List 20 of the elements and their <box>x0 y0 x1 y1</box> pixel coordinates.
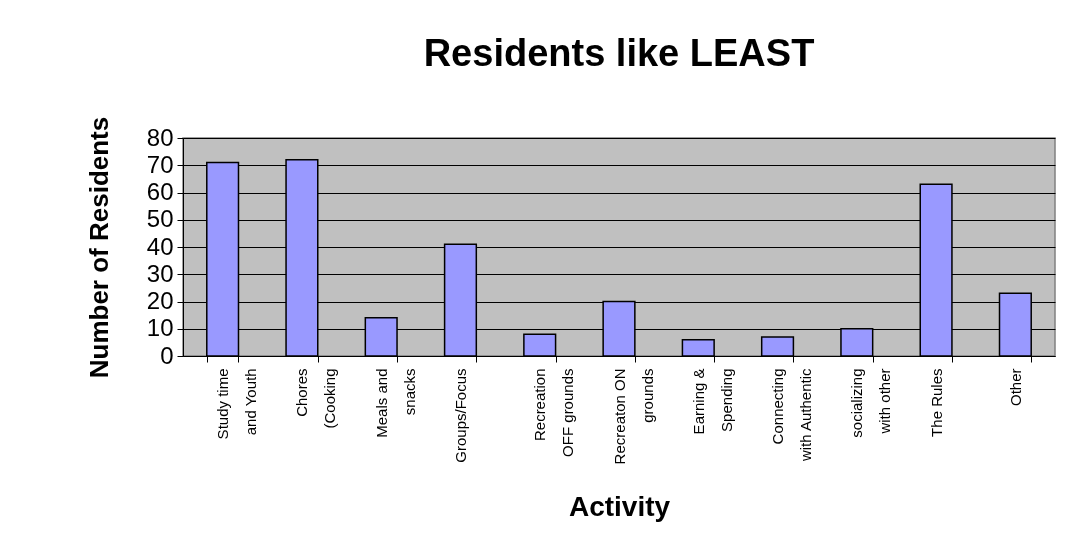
x-tick-label: Meals and snacks <box>372 368 418 438</box>
y-tick-label: 0 <box>160 341 174 369</box>
x-tick-label: The Rules <box>927 368 945 437</box>
y-tick-label: 80 <box>146 123 174 151</box>
x-tick-label: Connecting with Authentic <box>769 368 815 463</box>
x-tick-label: Other <box>1006 368 1024 407</box>
y-tick-label: 30 <box>146 259 174 287</box>
y-tick-label: 20 <box>146 287 174 314</box>
y-axis-title: Number of Residents <box>83 116 114 379</box>
x-axis-title: Activity <box>568 491 671 523</box>
x-tick-label: Groups/Focus <box>451 368 469 463</box>
y-tick-label: 60 <box>146 178 174 205</box>
y-tick-label: 70 <box>146 150 174 178</box>
y-tick-label: 50 <box>146 205 174 233</box>
chart-title: Residents like LEAST <box>423 32 815 75</box>
x-tick-label: Recreaton ON grounds <box>610 368 656 465</box>
x-tick-label: Study time and Youth <box>214 368 260 440</box>
y-tick-label: 10 <box>146 314 174 342</box>
x-tick-label: Recreation OFF grounds <box>531 368 577 457</box>
y-tick-label: 40 <box>146 232 174 260</box>
